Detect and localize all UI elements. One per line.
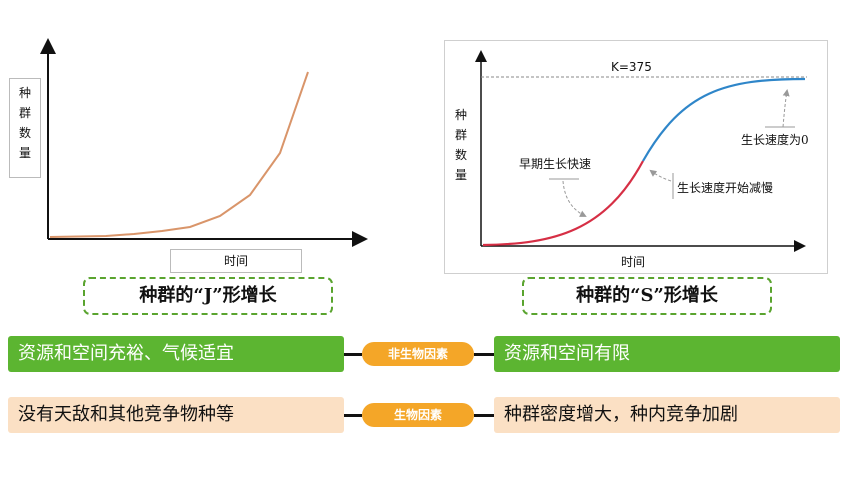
j-curve-line — [49, 71, 309, 238]
annotation-growth-slowing: 生长速度开始减慢 — [677, 181, 774, 195]
s-condition-abiotic: 资源和空间有限 — [494, 336, 840, 372]
s-condition-biotic: 种群密度增大，种内竞争加剧 — [494, 397, 840, 433]
connector-right-abiotic — [474, 353, 494, 356]
s-curve-plot: K=375 — [475, 50, 807, 252]
biotic-factor-pill: 生物因素 — [362, 403, 474, 427]
connector-left-abiotic — [344, 353, 362, 356]
connector-left-biotic — [344, 414, 362, 417]
j-curve-chart: 种群 数量 时间 — [0, 0, 380, 275]
arrow-slow — [649, 169, 672, 182]
j-condition-biotic: 没有天敌和其他竞争物种等 — [8, 397, 344, 433]
j-x-axis-label: 时间 — [170, 249, 302, 273]
j-y-axis-label: 种群 数量 — [9, 78, 41, 178]
k-label: K=375 — [611, 60, 652, 74]
arrow-zero — [782, 89, 790, 128]
j-curve-plot — [40, 38, 368, 247]
j-condition-abiotic: 资源和空间充裕、气候适宜 — [8, 336, 344, 372]
annotation-early-growth: 早期生长快速 — [519, 157, 592, 171]
s-x-axis-label: 时间 — [621, 255, 646, 269]
s-curve-late — [642, 77, 806, 162]
s-curve-early — [482, 160, 644, 247]
annotation-growth-zero: 生长速度为0 — [741, 133, 809, 147]
s-curve-chart: K=375 种群 数量 时间 早期生长快速 生长速度开始减慢 生长速度为0 — [444, 40, 828, 274]
s-curve-caption: 种群的“S”形增长 — [522, 277, 772, 315]
abiotic-factor-pill: 非生物因素 — [362, 342, 474, 366]
j-curve-caption: 种群的“J”形增长 — [83, 277, 333, 315]
s-y-axis-label: 种群 数量 — [454, 108, 467, 182]
arrow-early — [562, 180, 587, 217]
connector-right-biotic — [474, 414, 494, 417]
